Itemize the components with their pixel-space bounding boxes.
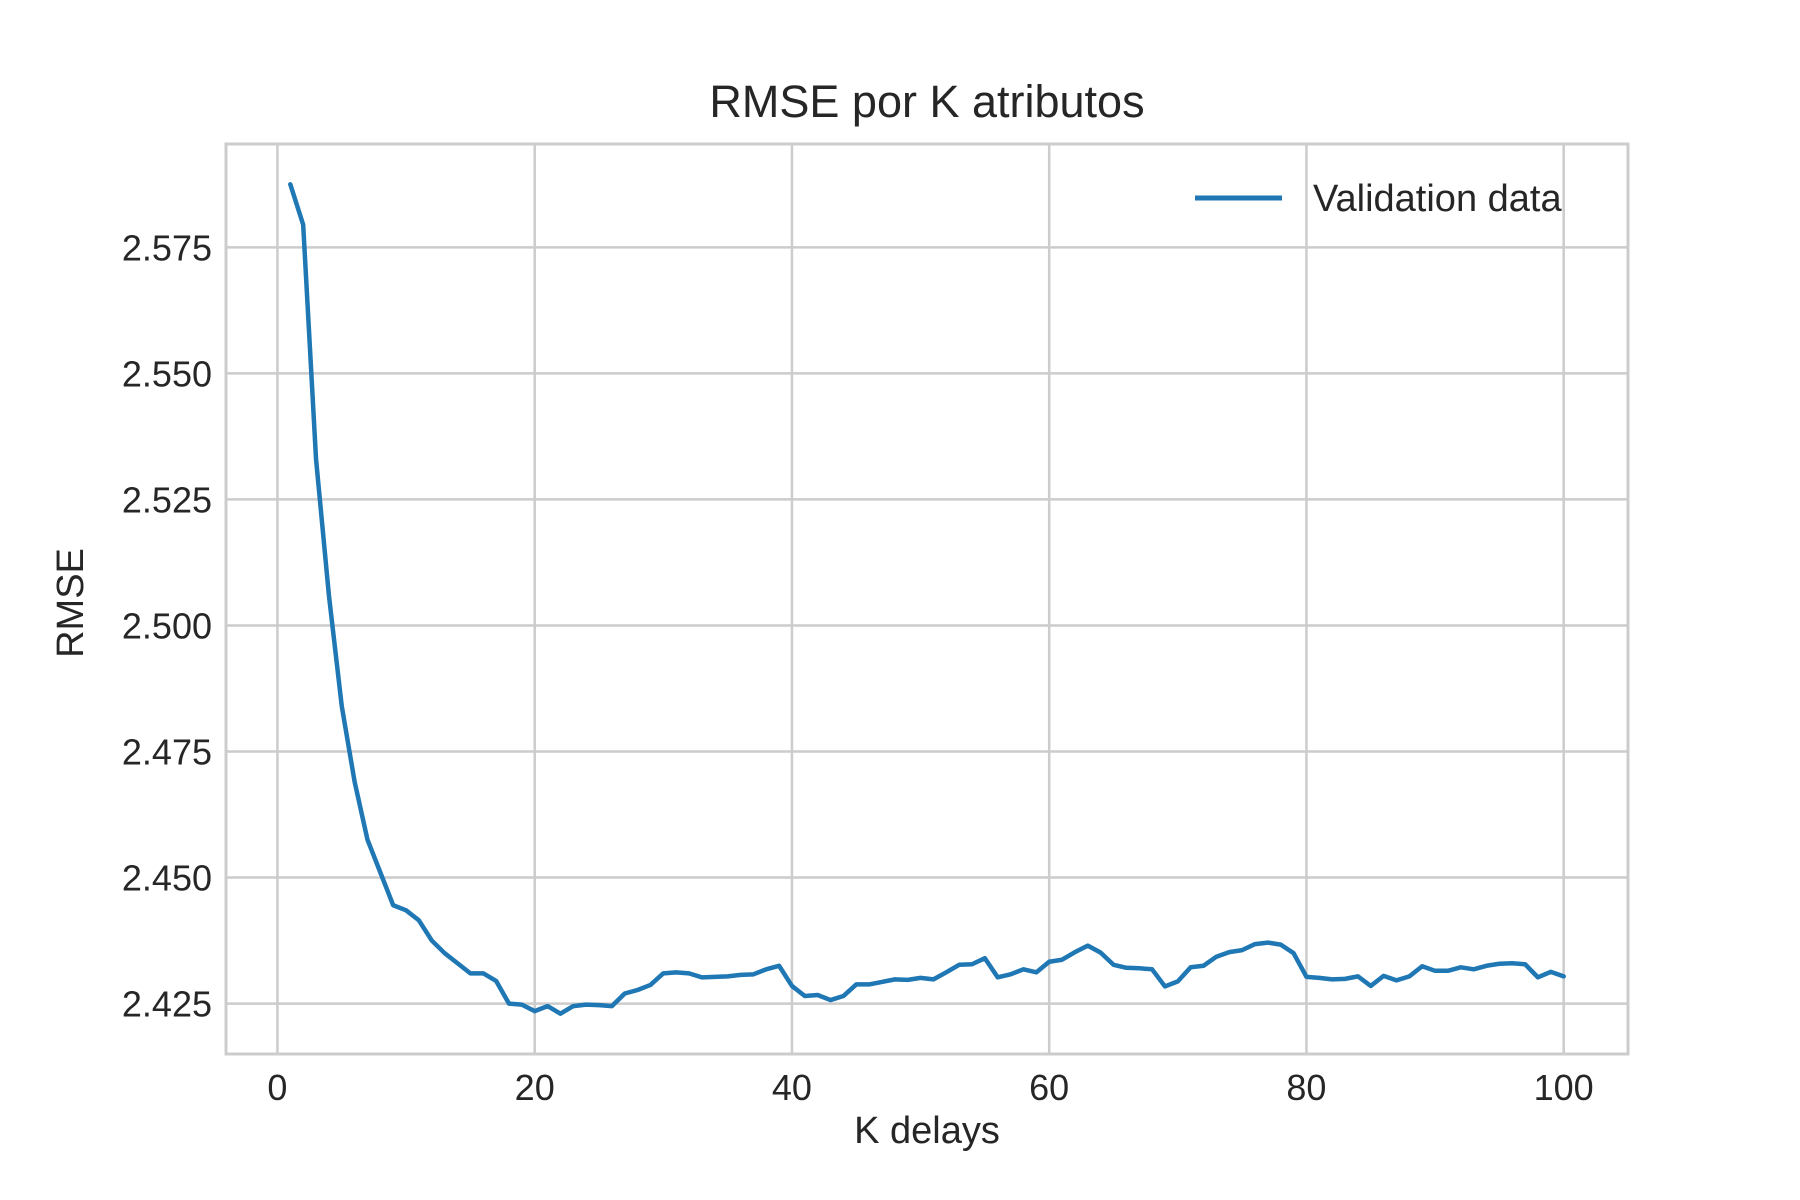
series-layer bbox=[288, 182, 1566, 1016]
series-line-validation-data bbox=[288, 182, 1566, 1016]
y-tick-label: 2.550 bbox=[122, 353, 212, 394]
x-tick-label: 60 bbox=[1029, 1067, 1069, 1108]
y-axis-label: RMSE bbox=[50, 548, 92, 658]
y-tick-label: 2.475 bbox=[122, 732, 212, 773]
x-tick-label: 20 bbox=[515, 1067, 555, 1108]
legend: Validation data bbox=[1195, 178, 1562, 220]
x-axis-label: K delays bbox=[854, 1110, 1000, 1152]
plot-frame bbox=[224, 142, 1630, 1056]
y-tick-label: 2.425 bbox=[122, 984, 212, 1025]
grid bbox=[226, 144, 1628, 1054]
x-tick-label: 100 bbox=[1534, 1067, 1594, 1108]
y-tick-label: 2.525 bbox=[122, 479, 212, 520]
legend-label-validation-data: Validation data bbox=[1313, 178, 1562, 220]
y-tick-label: 2.500 bbox=[122, 605, 212, 646]
y-tick-label: 2.450 bbox=[122, 858, 212, 899]
tick-labels: 0 20 40 60 80 100 2.425 2.450 2.475 2.500 2.525 2.5… bbox=[122, 227, 1594, 1108]
y-tick-label: 2.575 bbox=[122, 227, 212, 268]
x-tick-label: 80 bbox=[1286, 1067, 1326, 1108]
chart-title: RMSE por K atributos bbox=[709, 76, 1144, 127]
x-tick-label: 40 bbox=[772, 1067, 812, 1108]
x-tick-label: 0 bbox=[267, 1067, 287, 1108]
